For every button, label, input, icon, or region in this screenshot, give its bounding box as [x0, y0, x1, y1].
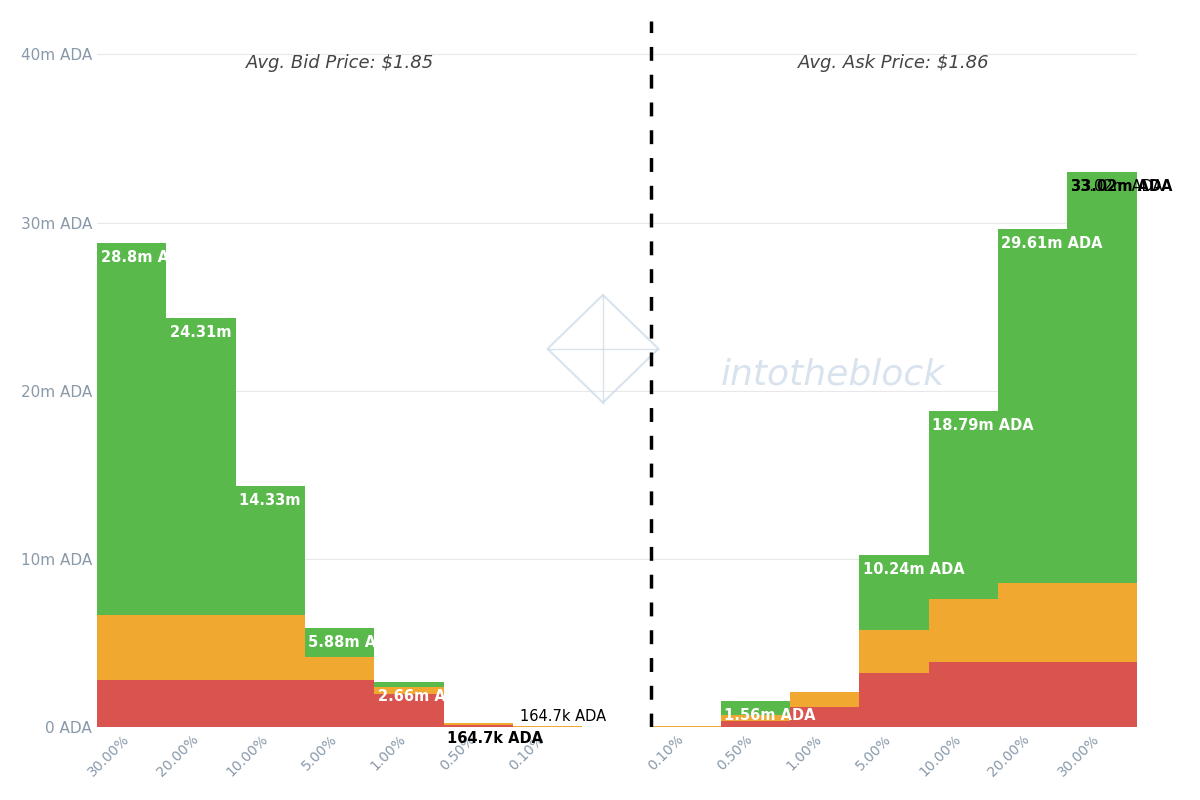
Bar: [998, 662, 1067, 727]
Text: 164.7k ADA: 164.7k ADA: [448, 731, 544, 746]
Bar: [1067, 582, 1136, 662]
Bar: [167, 318, 235, 614]
Bar: [444, 725, 512, 727]
Text: 2.66m ADA: 2.66m ADA: [378, 689, 469, 704]
Bar: [859, 555, 929, 630]
Bar: [305, 657, 374, 680]
Text: 164.7k ADA: 164.7k ADA: [520, 709, 606, 723]
Bar: [444, 723, 512, 725]
Bar: [97, 614, 167, 680]
Text: 33.02m ADA: 33.02m ADA: [1070, 178, 1163, 194]
Text: 1.56m ADA: 1.56m ADA: [725, 708, 816, 722]
Bar: [721, 722, 790, 727]
Bar: [929, 411, 998, 599]
Bar: [998, 230, 1067, 582]
Text: 29.61m ADA: 29.61m ADA: [1002, 236, 1103, 251]
Bar: [97, 243, 167, 614]
Bar: [929, 662, 998, 727]
Bar: [97, 680, 167, 727]
Bar: [305, 628, 374, 657]
Text: 10.24m ADA: 10.24m ADA: [863, 562, 965, 577]
Text: 18.79m ADA: 18.79m ADA: [932, 418, 1033, 433]
Text: intotheblock: intotheblock: [721, 357, 944, 391]
Text: Avg. Ask Price: $1.86: Avg. Ask Price: $1.86: [798, 54, 990, 72]
Text: 28.8m ADA: 28.8m ADA: [101, 250, 192, 265]
Bar: [305, 680, 374, 727]
Bar: [929, 599, 998, 662]
Bar: [1067, 172, 1136, 582]
Bar: [721, 715, 790, 722]
Bar: [374, 687, 444, 694]
Text: 5.88m ADA: 5.88m ADA: [308, 635, 400, 650]
Bar: [790, 707, 859, 727]
Bar: [859, 674, 929, 727]
Text: 14.33m ADA: 14.33m ADA: [239, 493, 341, 508]
Bar: [235, 614, 305, 680]
Bar: [167, 614, 235, 680]
Bar: [721, 701, 790, 715]
Bar: [235, 486, 305, 614]
Bar: [167, 680, 235, 727]
Text: 24.31m ADA: 24.31m ADA: [170, 325, 271, 340]
Bar: [235, 680, 305, 727]
Bar: [1067, 662, 1136, 727]
Bar: [374, 694, 444, 727]
Text: Avg. Bid Price: $1.85: Avg. Bid Price: $1.85: [246, 54, 433, 72]
Bar: [859, 630, 929, 674]
Bar: [790, 692, 859, 707]
Text: 33.02m ADA: 33.02m ADA: [1070, 178, 1172, 194]
Bar: [998, 582, 1067, 662]
Bar: [374, 682, 444, 687]
